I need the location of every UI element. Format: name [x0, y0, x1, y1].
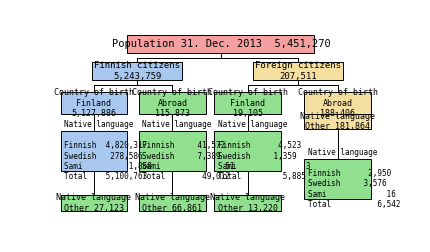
- FancyBboxPatch shape: [60, 92, 127, 114]
- FancyBboxPatch shape: [139, 92, 206, 114]
- FancyBboxPatch shape: [127, 35, 314, 53]
- Text: Finnish citizens
5,243,759: Finnish citizens 5,243,759: [94, 61, 180, 81]
- FancyBboxPatch shape: [139, 195, 206, 211]
- Text: Native language
Other 27,123: Native language Other 27,123: [56, 193, 131, 213]
- Text: Foreign citizens
207,511: Foreign citizens 207,511: [254, 61, 340, 81]
- FancyBboxPatch shape: [92, 62, 182, 80]
- Text: Country of birth
Abroad
188,406: Country of birth Abroad 188,406: [297, 88, 377, 118]
- Text: Native language

Finnish  4,820,317
Swedish   278,586
Sami          1,860
Total : Native language Finnish 4,820,317 Swedis…: [64, 120, 151, 181]
- FancyBboxPatch shape: [304, 92, 370, 114]
- FancyBboxPatch shape: [304, 114, 370, 129]
- Text: Native language

Finnish      4,523
Swedish     1,359
Sami               3
Total: Native language Finnish 4,523 Swedish 1,…: [217, 120, 309, 181]
- FancyBboxPatch shape: [214, 131, 280, 171]
- Text: Country of birth
Finland
19,105: Country of birth Finland 19,105: [207, 88, 287, 118]
- FancyBboxPatch shape: [214, 195, 280, 211]
- Text: Population 31. Dec. 2013  5,451,270: Population 31. Dec. 2013 5,451,270: [111, 39, 329, 49]
- Text: Native language
Other 181,864: Native language Other 181,864: [300, 112, 375, 131]
- Text: Country of birth
Finland
5,127,886: Country of birth Finland 5,127,886: [54, 88, 134, 118]
- FancyBboxPatch shape: [60, 195, 127, 211]
- Text: Native language
Other 13,220: Native language Other 13,220: [209, 193, 285, 213]
- FancyBboxPatch shape: [214, 92, 280, 114]
- FancyBboxPatch shape: [252, 62, 342, 80]
- FancyBboxPatch shape: [60, 131, 127, 171]
- Text: Native language

Finnish      2,950
Swedish     3,576
Sami             16
Total : Native language Finnish 2,950 Swedish 3,…: [307, 148, 399, 209]
- FancyBboxPatch shape: [304, 159, 370, 199]
- FancyBboxPatch shape: [139, 131, 206, 171]
- Text: Native language
Other 66,861: Native language Other 66,861: [135, 193, 209, 213]
- Text: Native language

Finnish     41,572
Swedish     7,389
Sami              51
Total: Native language Finnish 41,572 Swedish 7…: [142, 120, 234, 181]
- Text: Country of birth
Abroad
115,873: Country of birth Abroad 115,873: [132, 88, 212, 118]
